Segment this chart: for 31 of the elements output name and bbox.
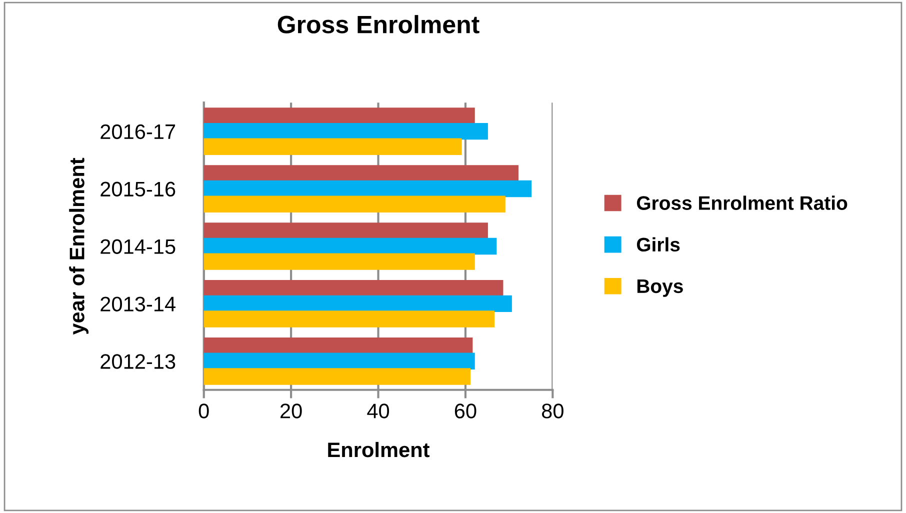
bar <box>204 352 475 370</box>
bar <box>204 222 488 240</box>
legend-label: Gross Enrolment Ratio <box>636 196 848 210</box>
x-tick-label: 20 <box>280 404 302 418</box>
bar <box>204 138 462 156</box>
y-axis-title: year of Enrolment <box>69 158 89 335</box>
x-tick-label: 0 <box>198 404 209 418</box>
bar <box>204 108 475 124</box>
x-tick-label: 80 <box>542 404 564 418</box>
x-axis-title: Enrolment <box>328 442 430 458</box>
legend-label: Boys <box>637 280 683 297</box>
chart-title: Gross Enrolment <box>278 15 480 34</box>
legend-label: Girls <box>636 237 680 252</box>
y-tick-label: 2014-15 <box>100 239 176 254</box>
y-tick-label: 2012-13 <box>100 354 176 369</box>
y-tick-label: 2016-17 <box>100 124 176 140</box>
bar <box>204 253 475 270</box>
bar <box>204 122 488 140</box>
y-tick-label: 2015-16 <box>100 182 176 197</box>
bar <box>204 238 497 255</box>
bar <box>204 196 506 212</box>
bar <box>204 337 473 354</box>
x-tick-label: 40 <box>367 404 390 418</box>
bar <box>204 368 471 385</box>
bar <box>204 310 494 328</box>
bar <box>204 295 512 312</box>
bar <box>204 280 504 297</box>
y-tick-label: 2013-14 <box>100 296 176 312</box>
x-tick-label: 60 <box>454 404 476 418</box>
bar <box>204 180 532 198</box>
bar <box>204 165 518 182</box>
